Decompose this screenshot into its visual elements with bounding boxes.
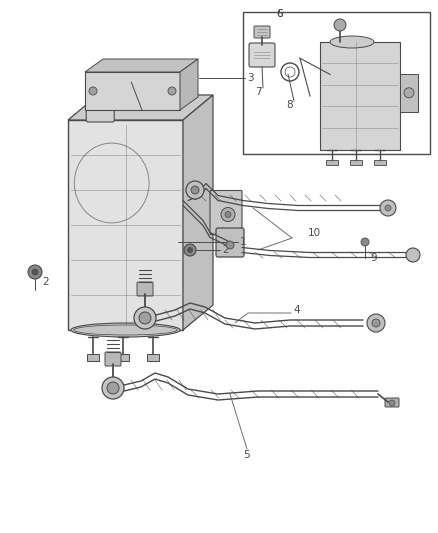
Bar (87, 354, 99, 361)
FancyBboxPatch shape (385, 398, 399, 407)
Bar (350, 160, 362, 165)
Circle shape (372, 319, 380, 327)
Circle shape (107, 382, 119, 394)
Circle shape (102, 377, 124, 399)
Circle shape (361, 238, 369, 246)
Circle shape (406, 248, 420, 262)
FancyBboxPatch shape (249, 43, 275, 67)
Ellipse shape (330, 36, 374, 48)
Circle shape (226, 241, 234, 249)
Text: 4: 4 (293, 305, 300, 315)
Polygon shape (85, 59, 198, 72)
Text: 7: 7 (254, 87, 261, 97)
Text: 3: 3 (247, 73, 254, 83)
Circle shape (191, 186, 199, 194)
Bar (320, 42, 400, 150)
Circle shape (168, 87, 176, 95)
Circle shape (380, 200, 396, 216)
Circle shape (186, 181, 204, 199)
Text: 9: 9 (370, 253, 377, 263)
Circle shape (28, 265, 42, 279)
Polygon shape (68, 95, 213, 120)
Bar (117, 354, 129, 361)
Bar (374, 160, 386, 165)
Circle shape (134, 307, 156, 329)
Circle shape (139, 312, 151, 324)
Circle shape (367, 314, 385, 332)
Circle shape (334, 19, 346, 31)
Circle shape (184, 244, 196, 256)
Bar (147, 354, 159, 361)
Text: 8: 8 (287, 100, 293, 110)
Ellipse shape (86, 77, 114, 87)
Circle shape (187, 247, 192, 253)
FancyBboxPatch shape (210, 190, 242, 235)
Circle shape (32, 269, 38, 275)
FancyBboxPatch shape (137, 282, 153, 296)
Circle shape (404, 88, 414, 98)
Bar (400, 75, 418, 112)
Text: 2: 2 (222, 245, 229, 255)
Ellipse shape (71, 323, 180, 337)
Text: 10: 10 (308, 228, 321, 238)
Bar (243, 12, 430, 154)
Polygon shape (180, 59, 198, 110)
Circle shape (385, 205, 391, 211)
FancyBboxPatch shape (86, 80, 114, 122)
Bar (326, 160, 338, 165)
Text: 6: 6 (276, 9, 283, 19)
Text: 5: 5 (244, 450, 250, 460)
Circle shape (89, 87, 97, 95)
FancyBboxPatch shape (216, 228, 244, 257)
Circle shape (225, 212, 231, 217)
Circle shape (221, 207, 235, 222)
Bar (85, 72, 180, 110)
Polygon shape (183, 95, 213, 330)
Text: 1: 1 (240, 237, 247, 247)
FancyBboxPatch shape (254, 26, 270, 38)
FancyBboxPatch shape (105, 352, 121, 366)
Bar (68, 120, 183, 330)
Text: 2: 2 (42, 277, 49, 287)
Text: 6: 6 (276, 9, 283, 19)
Circle shape (389, 400, 395, 406)
